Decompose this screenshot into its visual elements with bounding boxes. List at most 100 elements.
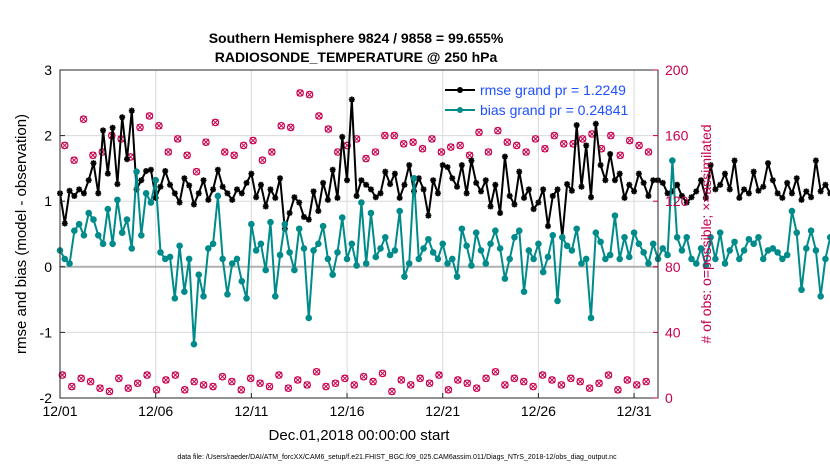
bias-point	[157, 249, 164, 256]
bias-point	[224, 291, 231, 298]
obs-assimilated-cross	[503, 138, 511, 146]
obs-assimilated-cross	[174, 135, 182, 143]
bias-point	[611, 212, 619, 219]
obs-assimilated-cross	[605, 371, 612, 379]
chart-title: Southern Hemisphere 9824 / 9858 = 99.655…	[209, 30, 504, 46]
rmse-point	[726, 186, 733, 193]
obs-count-low-marker	[463, 379, 472, 388]
bias-point	[286, 249, 293, 256]
bias-point	[271, 293, 279, 300]
rmse-point	[243, 179, 250, 186]
obs-count-low-marker	[576, 377, 585, 386]
obs-assimilated-cross	[334, 148, 342, 156]
obs-count-high-marker	[173, 135, 182, 143]
x-tick-label: 12/21	[425, 403, 460, 419]
bias-point	[391, 247, 399, 254]
obs-count-low-marker	[171, 371, 180, 379]
obs-assimilated-cross	[124, 384, 132, 392]
obs-assimilated-cross	[614, 386, 622, 394]
obs-assimilated-cross	[162, 376, 170, 384]
rmse-point	[458, 162, 465, 169]
rmse-point	[353, 192, 360, 199]
obs-assimilated-cross	[548, 376, 556, 384]
obs-assimilated-cross	[181, 386, 189, 394]
bias-point	[315, 240, 322, 248]
rmse-point	[234, 186, 241, 193]
obs-count-low-marker	[303, 381, 311, 389]
obs-count-low-marker	[237, 385, 246, 394]
bias-point	[166, 253, 174, 261]
rmse-point	[253, 194, 260, 201]
bias-point	[750, 240, 757, 248]
rmse-point	[186, 182, 193, 189]
obs-count-high-marker	[437, 148, 446, 156]
obs-possible-circle	[446, 143, 455, 151]
obs-assimilated-cross	[419, 145, 426, 153]
obs-possible-circle	[425, 379, 434, 388]
bias-point	[453, 273, 461, 280]
obs-possible-circle	[559, 140, 568, 148]
obs-assimilated-cross	[266, 383, 273, 390]
obs-possible-circle	[595, 379, 603, 388]
series-layer	[56, 96, 830, 348]
obs-count-high-marker	[277, 121, 286, 130]
obs-count-high-marker	[550, 131, 559, 140]
rmse-point	[760, 183, 767, 190]
bias-point	[214, 192, 222, 200]
obs-possible-circle	[557, 381, 566, 389]
rmse-point	[779, 194, 786, 201]
obs-count-high-marker	[409, 138, 417, 146]
rmse-point	[621, 194, 628, 201]
x-tick-label: 12/06	[138, 403, 173, 419]
obs-count-high-marker	[484, 148, 493, 156]
rmse-point	[669, 188, 676, 195]
bias-point	[798, 286, 805, 294]
obs-count-high-marker	[541, 144, 549, 153]
rmse-point	[133, 186, 140, 193]
obs-count-low-marker	[557, 381, 566, 389]
obs-assimilated-cross	[645, 148, 652, 156]
x-tick-label: 12/11	[234, 403, 268, 419]
bias-point	[721, 260, 729, 267]
rmse-point	[798, 196, 805, 203]
obs-possible-circle	[202, 138, 210, 146]
obs-possible-circle	[491, 367, 500, 376]
legend-rmse-marker	[457, 87, 463, 93]
obs-count-low-marker	[312, 367, 321, 376]
rmse-point	[190, 201, 197, 208]
obs-assimilated-cross	[171, 371, 179, 379]
obs-assimilated-cross	[275, 371, 283, 379]
obs-possible-circle	[350, 381, 359, 389]
obs-possible-circle	[60, 141, 69, 150]
obs-count-high-marker	[60, 141, 69, 150]
obs-assimilated-cross	[303, 381, 311, 389]
y-right-tick-label: 80	[665, 259, 681, 275]
obs-assimilated-cross	[494, 127, 502, 135]
bias-point	[635, 240, 643, 248]
obs-assimilated-cross	[623, 376, 631, 384]
obs-possible-circle	[89, 151, 97, 160]
bias-point	[477, 247, 485, 254]
obs-count-low-marker	[425, 379, 434, 388]
rmse-point	[822, 181, 829, 188]
obs-possible-circle	[67, 382, 76, 391]
obs-possible-circle	[228, 377, 236, 386]
obs-possible-circle	[209, 382, 217, 391]
rmse-point	[80, 190, 87, 197]
rmse-point	[635, 170, 642, 177]
rmse-point	[100, 127, 107, 134]
bias-point	[377, 245, 384, 252]
obs-possible-circle	[77, 374, 85, 383]
rmse-point	[698, 177, 705, 184]
obs-possible-circle	[369, 377, 377, 386]
obs-possible-circle	[315, 112, 323, 120]
obs-possible-circle	[397, 376, 406, 384]
obs-count-low-marker	[406, 381, 415, 389]
obs-count-high-marker	[635, 141, 643, 150]
obs-assimilated-cross	[259, 156, 266, 164]
rmse-point	[707, 162, 714, 169]
bias-point	[353, 262, 360, 269]
obs-count-low-marker	[322, 382, 330, 391]
rmse-point	[229, 196, 236, 203]
rmse-point	[592, 120, 599, 127]
